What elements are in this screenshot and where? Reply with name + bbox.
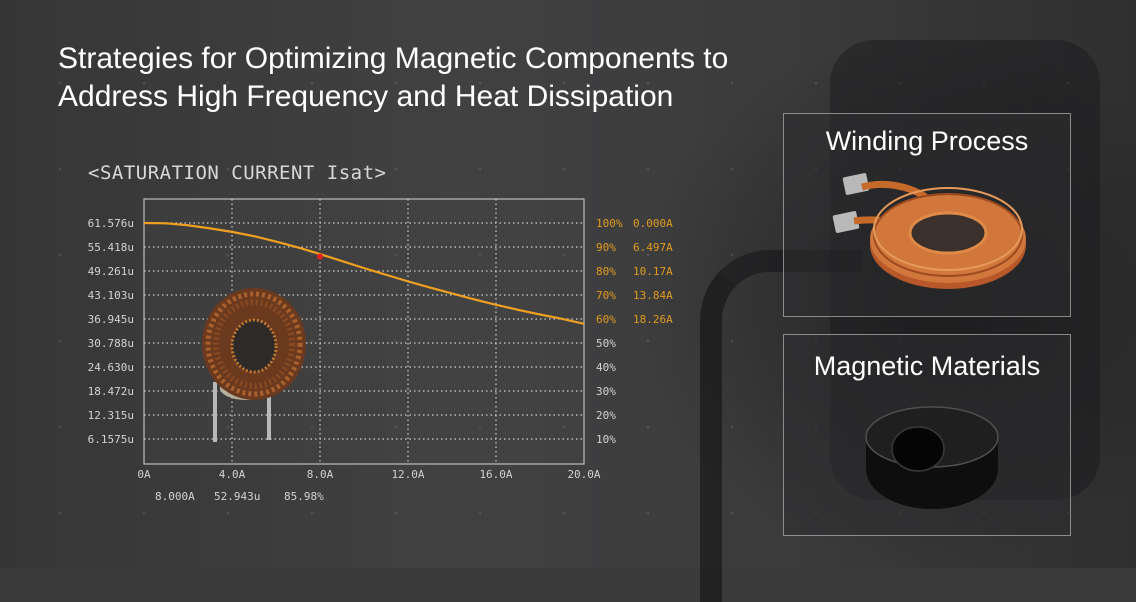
slide-title: Strategies for Optimizing Magnetic Compo… [58,40,878,116]
toroidal-inductor-icon [202,288,306,442]
y-tick-label-left: 36.945u [88,313,134,326]
x-tick-label: 12.0A [391,468,424,481]
y-tick-label-left: 30.788u [88,337,134,350]
winding-process-label: Winding Process [825,126,1029,156]
y-tick-label-right-percent: 40% [596,361,616,374]
y-tick-label-left: 61.576u [88,217,134,230]
saturation-current-chart: 0A 4.0A 8.0A 12.0A 16.0A 20.0A 61.576u 100% 0.00… [88,198,673,503]
magnetic-materials-panel: Magnetic Materials [783,334,1071,536]
cursor-readout-value: 8.000A [155,490,195,503]
y-tick-label-right-percent: 10% [596,433,616,446]
winding-process-panel: Winding Process [783,113,1071,317]
y-tick-label-right-current: 13.84A [633,289,673,302]
x-tick-label: 0A [137,468,151,481]
y-tick-label-right-current: 10.17A [633,265,673,278]
magnetic-materials-label: Magnetic Materials [813,351,1041,381]
y-tick-label-left: 43.103u [88,289,134,302]
cursor-readout-value: 52.943u [214,490,260,503]
y-tick-label-right-percent: 70% [596,289,616,302]
x-tick-label: 20.0A [567,468,600,481]
slide-title-line-1: Strategies for Optimizing Magnetic Compo… [58,42,729,75]
y-tick-label-left: 18.472u [88,385,134,398]
slide-title-line-2: Address High Frequency and Heat Dissipat… [58,80,674,113]
y-tick-label-left: 24.630u [88,361,134,374]
y-tick-label-right-percent: 90% [596,241,616,254]
y-tick-label-right-percent: 50% [596,337,616,350]
y-tick-label-left: 55.418u [88,241,134,254]
y-tick-label-right-current: 6.497A [633,241,673,254]
y-tick-label-right-percent: 60% [596,313,616,326]
y-tick-label-right-current: 18.26A [633,313,673,326]
y-tick-label-right-percent: 20% [596,409,616,422]
ferrite-toroid-core-icon [865,406,999,509]
cursor-marker-point [317,253,323,260]
y-tick-label-left: 6.1575u [88,433,134,446]
copper-winding-coil-icon [832,173,1026,289]
chart-title: <SATURATION CURRENT Isat> [88,162,387,184]
saturation-curve-line [143,221,585,325]
y-tick-label-right-current: 0.000A [633,217,673,230]
y-tick-label-right-percent: 80% [596,265,616,278]
y-tick-label-right-percent: 100% [596,217,623,230]
x-tick-label: 8.0A [307,468,334,481]
cursor-readout-value: 85.98% [284,490,324,503]
y-tick-label-right-percent: 30% [596,385,616,398]
x-tick-label: 16.0A [479,468,512,481]
y-tick-label-left: 12.315u [88,409,134,422]
y-tick-label-left: 49.261u [88,265,134,278]
x-tick-label: 4.0A [219,468,246,481]
